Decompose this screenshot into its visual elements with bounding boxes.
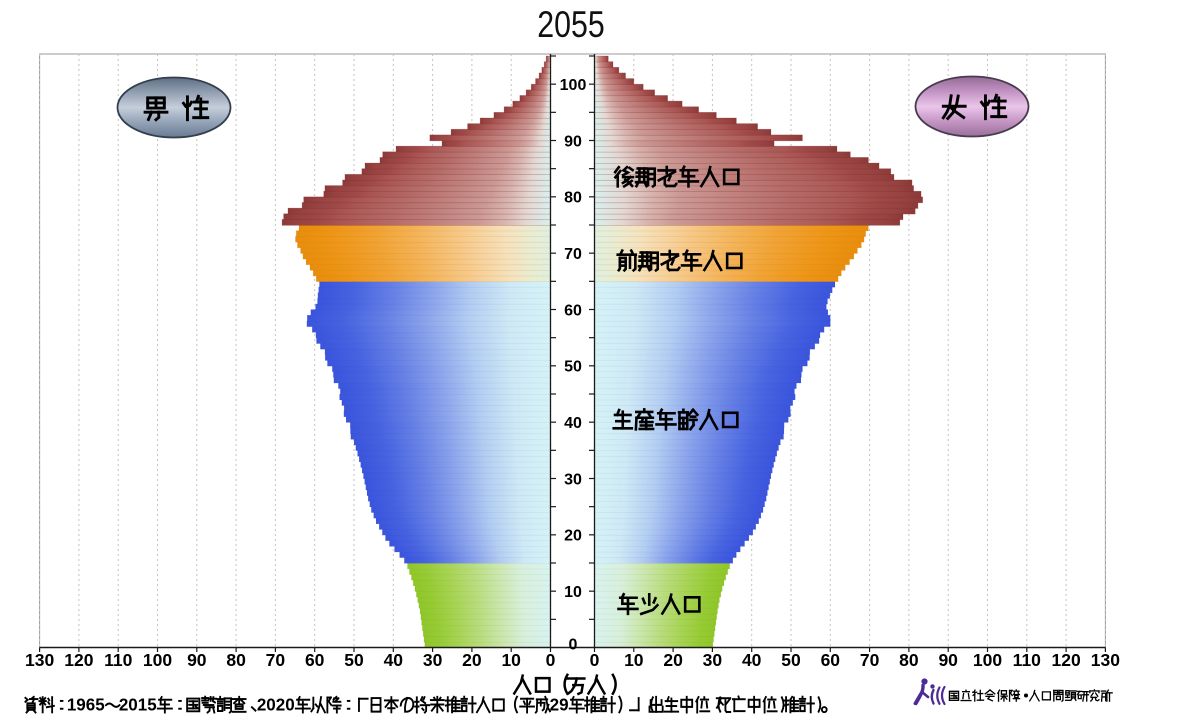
svg-text:1: 1: [67, 694, 77, 715]
svg-text:6: 6: [86, 694, 96, 715]
svg-text:70: 70: [860, 650, 880, 670]
svg-text:5: 5: [147, 694, 157, 715]
svg-text:0: 0: [128, 694, 138, 715]
svg-text:2055: 2055: [537, 4, 604, 46]
svg-text:130: 130: [1091, 650, 1120, 670]
svg-text:40: 40: [742, 650, 762, 670]
svg-text:0: 0: [546, 650, 556, 670]
svg-text:9: 9: [559, 694, 569, 715]
svg-text:20: 20: [564, 528, 582, 545]
svg-text:120: 120: [64, 650, 93, 670]
svg-text:110: 110: [104, 650, 132, 670]
svg-text:90: 90: [187, 650, 207, 670]
svg-text:20: 20: [663, 650, 683, 670]
svg-text:30: 30: [423, 650, 443, 670]
svg-text:0: 0: [569, 636, 578, 653]
svg-text:2: 2: [119, 694, 129, 715]
svg-text:100: 100: [973, 650, 1002, 670]
svg-text:9: 9: [76, 694, 86, 715]
svg-text:100: 100: [560, 77, 587, 94]
svg-text:0: 0: [266, 694, 276, 715]
svg-text:30: 30: [703, 650, 723, 670]
svg-text:30: 30: [564, 471, 582, 488]
svg-text:110: 110: [1013, 650, 1041, 670]
svg-text:40: 40: [384, 650, 404, 670]
svg-text:50: 50: [781, 650, 801, 670]
svg-text:70: 70: [564, 246, 582, 263]
svg-text:40: 40: [564, 415, 582, 432]
svg-text:1: 1: [138, 694, 148, 715]
svg-text:70: 70: [266, 650, 286, 670]
svg-text:120: 120: [1051, 650, 1080, 670]
svg-text:80: 80: [226, 650, 246, 670]
svg-text:50: 50: [344, 650, 364, 670]
svg-text:2: 2: [276, 694, 286, 715]
svg-text:100: 100: [143, 650, 172, 670]
svg-text:50: 50: [564, 359, 582, 376]
svg-text:0: 0: [285, 694, 295, 715]
svg-text:10: 10: [501, 650, 521, 670]
svg-text:90: 90: [938, 650, 958, 670]
svg-text:2: 2: [550, 694, 560, 715]
svg-text:60: 60: [564, 302, 582, 319]
svg-text:0: 0: [590, 650, 600, 670]
svg-text:80: 80: [564, 190, 582, 207]
svg-text:5: 5: [95, 694, 105, 715]
svg-text:20: 20: [462, 650, 482, 670]
svg-text:90: 90: [564, 133, 582, 150]
svg-text:60: 60: [305, 650, 325, 670]
svg-text:2: 2: [257, 694, 267, 715]
svg-text:130: 130: [25, 650, 54, 670]
svg-text:80: 80: [899, 650, 919, 670]
svg-text:60: 60: [821, 650, 841, 670]
svg-text:10: 10: [564, 584, 582, 601]
svg-text:10: 10: [624, 650, 644, 670]
